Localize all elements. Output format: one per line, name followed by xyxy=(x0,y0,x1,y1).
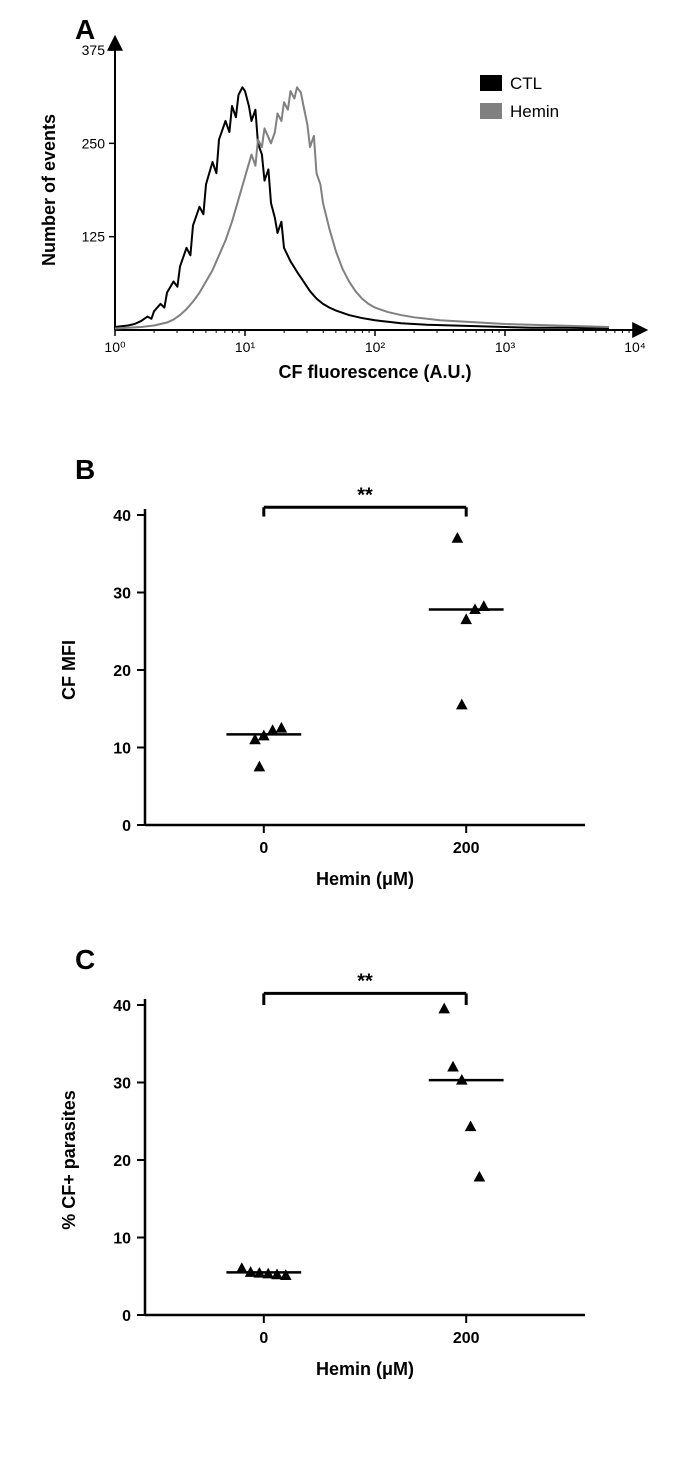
y-tick-label: 30 xyxy=(113,586,131,603)
panel-c: C 0102030400200Hemin (μM)% CF+ parasites… xyxy=(20,950,671,1400)
data-point xyxy=(456,699,468,710)
y-tick-label: 125 xyxy=(82,229,106,245)
x-axis-label: Hemin (μM) xyxy=(316,1359,414,1379)
y-tick-label: 10 xyxy=(113,1231,131,1248)
y-tick-label: 10 xyxy=(113,741,131,758)
panel-c-chart: 0 10 20 30 40 0 200 Hemin (μM) % CF+ parasites ** xyxy=(20,950,671,1400)
panel-b-label: B xyxy=(75,454,95,486)
panel-a-chart: 12525037510⁰10¹10²10³10⁴CF fluorescence … xyxy=(20,20,671,420)
data-point xyxy=(271,1269,283,1280)
data-point xyxy=(465,1120,477,1131)
data-point xyxy=(474,1171,486,1182)
data-point xyxy=(254,761,266,772)
data-point xyxy=(460,613,472,624)
y-tick-label: 20 xyxy=(113,1153,131,1170)
data-point xyxy=(447,1061,459,1072)
panel-b: B 0102030400200Hemin (μM)CF MFI** xyxy=(20,460,671,910)
y-axis-label: CF MFI xyxy=(59,640,79,700)
x-tick-label: 10³ xyxy=(495,339,516,355)
data-point xyxy=(280,1269,292,1280)
y-tick-label: 20 xyxy=(113,663,131,680)
panel-c-label: C xyxy=(75,944,95,976)
x-axis-label: Hemin (μM) xyxy=(316,869,414,889)
figure-container: A 12525037510⁰10¹10²10³10⁴CF fluorescenc… xyxy=(20,20,671,1400)
legend-label: Hemin xyxy=(510,102,559,121)
y-tick-label: 40 xyxy=(113,998,131,1015)
significance-label: ** xyxy=(357,970,373,992)
significance-label: ** xyxy=(357,484,373,506)
panel-b-chart: 0 10 20 30 40 0 200 Hemin (μM) CF MFI ** xyxy=(20,460,671,910)
series-Hemin xyxy=(115,87,609,328)
y-tick-label: 250 xyxy=(82,135,106,151)
x-tick-label: 10¹ xyxy=(235,339,256,355)
x-axis-label: CF fluorescence (A.U.) xyxy=(278,362,471,382)
x-tick-label: 10⁴ xyxy=(624,339,646,355)
data-point xyxy=(452,532,464,543)
y-axis-label: % CF+ parasites xyxy=(59,1090,79,1230)
data-point xyxy=(267,724,279,735)
x-tick-label: 200 xyxy=(453,1330,480,1347)
legend-label: CTL xyxy=(510,74,542,93)
y-tick-label: 0 xyxy=(122,1308,131,1325)
panel-a: A 12525037510⁰10¹10²10³10⁴CF fluorescenc… xyxy=(20,20,671,420)
x-tick-label: 10⁰ xyxy=(104,339,126,355)
x-tick-label: 0 xyxy=(259,840,268,857)
series-CTL xyxy=(115,87,609,328)
data-point xyxy=(236,1262,248,1273)
y-axis-label: Number of events xyxy=(39,114,59,266)
x-tick-label: 10² xyxy=(365,339,386,355)
data-point xyxy=(478,600,490,611)
panel-a-label: A xyxy=(75,14,95,46)
x-tick-label: 200 xyxy=(453,840,480,857)
legend-swatch xyxy=(480,75,502,91)
legend-swatch xyxy=(480,103,502,119)
data-point xyxy=(438,1003,450,1014)
y-tick-label: 40 xyxy=(113,508,131,525)
y-tick-label: 30 xyxy=(113,1076,131,1093)
data-point xyxy=(276,722,288,733)
y-tick-label: 0 xyxy=(122,818,131,835)
x-tick-label: 0 xyxy=(259,1330,268,1347)
